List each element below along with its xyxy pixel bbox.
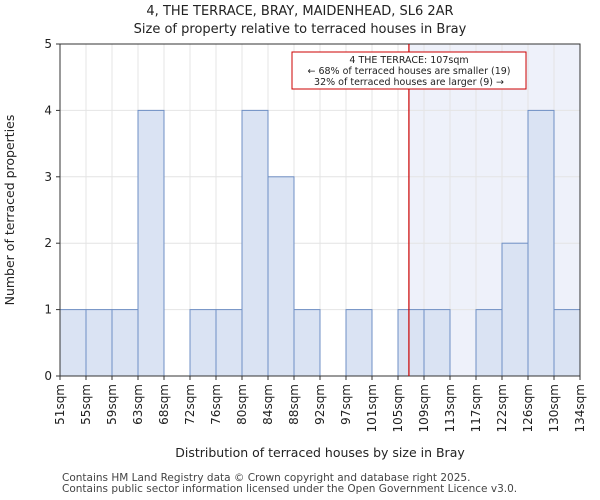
annotation-smaller: ← 68% of terraced houses are smaller (19… bbox=[307, 66, 510, 77]
x-tick-label: 76sqm bbox=[209, 384, 223, 425]
x-tick-label: 97sqm bbox=[339, 384, 353, 425]
x-tick-label: 63sqm bbox=[131, 384, 145, 425]
x-axis-label: Distribution of terraced houses by size … bbox=[175, 445, 465, 460]
histogram-bar bbox=[241, 109, 269, 377]
x-tick-label: 59sqm bbox=[105, 384, 119, 425]
x-tick-label: 122sqm bbox=[495, 384, 509, 432]
x-tick-label: 130sqm bbox=[547, 384, 561, 432]
histogram-bar bbox=[553, 309, 581, 377]
chart-title: 4, THE TERRACE, BRAY, MAIDENHEAD, SL6 2A… bbox=[146, 4, 454, 19]
chart-subtitle: Size of property relative to terraced ho… bbox=[133, 22, 467, 37]
x-tick-label: 88sqm bbox=[287, 384, 301, 425]
y-tick-label: 5 bbox=[44, 37, 52, 51]
x-tick-label: 80sqm bbox=[235, 384, 249, 425]
y-tick-label: 3 bbox=[44, 170, 52, 184]
footer-licence: Contains public sector information licen… bbox=[62, 483, 518, 495]
x-tick-label: 51sqm bbox=[53, 384, 67, 425]
x-tick-label: 55sqm bbox=[79, 384, 93, 425]
x-tick-label: 126sqm bbox=[521, 384, 535, 432]
x-tick-label: 72sqm bbox=[183, 384, 197, 425]
x-tick-label: 109sqm bbox=[417, 384, 431, 432]
x-tick-label: 92sqm bbox=[313, 384, 327, 425]
footer-copyright: Contains HM Land Registry data © Crown c… bbox=[62, 472, 471, 484]
y-tick-label: 1 bbox=[44, 303, 52, 317]
x-tick-label: 117sqm bbox=[469, 384, 483, 432]
histogram-bar bbox=[345, 309, 373, 377]
annotation-box bbox=[291, 51, 527, 90]
histogram-bar bbox=[267, 176, 295, 377]
x-tick-label: 68sqm bbox=[157, 384, 171, 425]
histogram-bar bbox=[85, 309, 113, 377]
histogram-bar bbox=[397, 309, 425, 377]
histogram-bar bbox=[59, 309, 87, 377]
x-tick-label: 84sqm bbox=[261, 384, 275, 425]
histogram-bar bbox=[293, 309, 321, 377]
x-tick-label: 101sqm bbox=[365, 384, 379, 432]
x-tick-label: 113sqm bbox=[443, 384, 457, 432]
histogram-bar bbox=[501, 242, 529, 377]
histogram-bar bbox=[137, 109, 165, 377]
histogram-bar bbox=[423, 309, 451, 377]
y-tick-label: 2 bbox=[44, 236, 52, 250]
histogram-bar bbox=[215, 309, 243, 377]
y-tick-label: 4 bbox=[44, 103, 52, 117]
annotation-title: 4 THE TERRACE: 107sqm bbox=[349, 55, 468, 66]
x-tick-label: 134sqm bbox=[573, 384, 587, 432]
y-axis-label: Number of terraced properties bbox=[2, 115, 17, 306]
histogram-bar bbox=[111, 309, 139, 377]
histogram-bar bbox=[189, 309, 217, 377]
histogram-bar bbox=[527, 109, 555, 377]
y-tick-label: 0 bbox=[44, 369, 52, 383]
x-tick-label: 105sqm bbox=[391, 384, 405, 432]
histogram-bar bbox=[475, 309, 503, 377]
annotation-larger: 32% of terraced houses are larger (9) → bbox=[314, 77, 504, 88]
